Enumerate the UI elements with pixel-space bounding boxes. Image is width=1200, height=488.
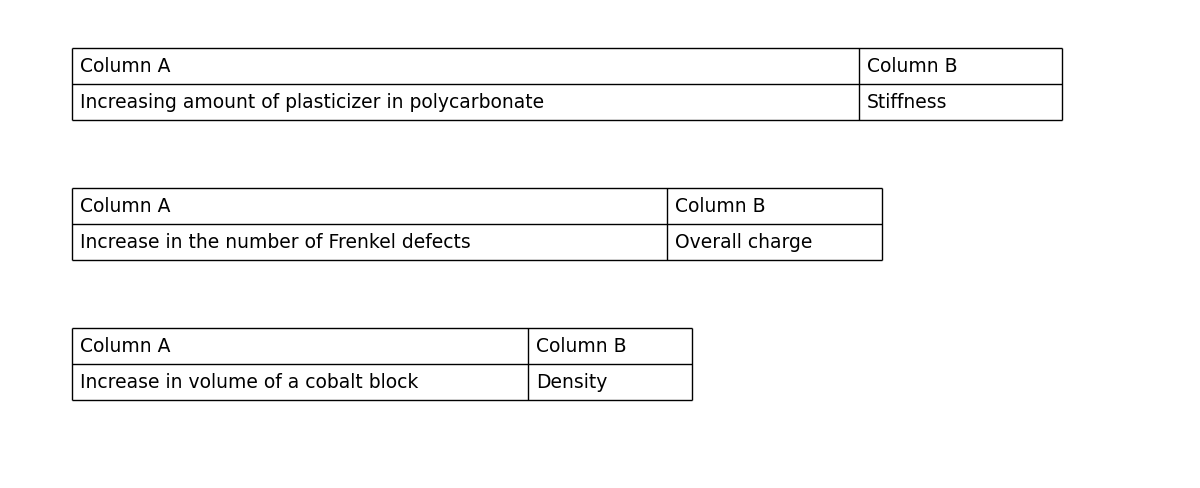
Text: Increase in volume of a cobalt block: Increase in volume of a cobalt block: [80, 372, 419, 391]
Text: Column A: Column A: [80, 57, 170, 76]
Text: Increase in the number of Frenkel defects: Increase in the number of Frenkel defect…: [80, 232, 470, 251]
Text: Increasing amount of plasticizer in polycarbonate: Increasing amount of plasticizer in poly…: [80, 93, 544, 111]
Text: Overall charge: Overall charge: [676, 232, 812, 251]
Text: Stiffness: Stiffness: [868, 93, 948, 111]
Text: Density: Density: [535, 372, 607, 391]
Text: Column A: Column A: [80, 197, 170, 216]
Text: Column B: Column B: [868, 57, 958, 76]
Text: Column B: Column B: [676, 197, 766, 216]
Text: Column B: Column B: [535, 337, 626, 355]
Text: Column A: Column A: [80, 337, 170, 355]
